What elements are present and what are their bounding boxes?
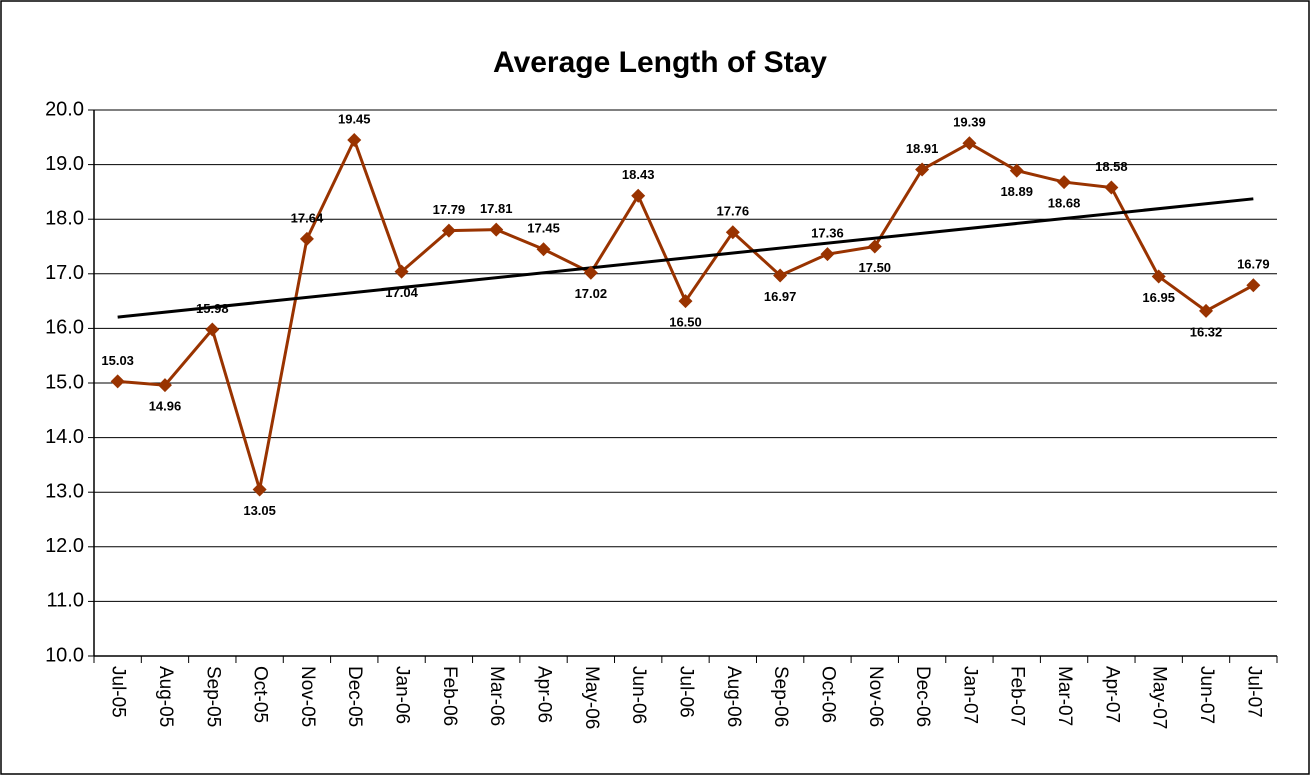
marker <box>252 482 267 497</box>
y-tick-label: 20.0 <box>45 98 84 120</box>
y-tick-label: 13.0 <box>45 480 84 502</box>
data-label: 13.05 <box>243 503 276 518</box>
data-label: 19.39 <box>953 115 986 130</box>
x-tick-label: Aug-06 <box>723 666 744 727</box>
data-label: 15.03 <box>101 353 134 368</box>
x-tick-label: Oct-05 <box>250 666 271 723</box>
marker <box>820 247 835 262</box>
marker <box>773 268 788 283</box>
marker <box>110 374 125 389</box>
chart-title: Average Length of Stay <box>493 46 827 79</box>
marker <box>1057 175 1072 190</box>
data-label: 17.04 <box>385 285 418 300</box>
data-label: 17.81 <box>480 201 513 216</box>
data-label: 15.98 <box>196 301 229 316</box>
marker <box>157 378 172 393</box>
y-tick-label: 11.0 <box>47 590 84 612</box>
marker <box>1009 163 1024 178</box>
marker <box>1104 180 1119 195</box>
x-tick-label: May-07 <box>1149 666 1170 729</box>
data-label: 14.96 <box>149 399 182 414</box>
y-tick-label: 18.0 <box>45 207 84 229</box>
data-label: 17.45 <box>527 221 560 236</box>
x-tick-label: Jul-07 <box>1243 666 1264 718</box>
x-tick-label: Sep-05 <box>202 666 223 727</box>
data-label: 17.76 <box>717 204 750 219</box>
y-tick-label: 16.0 <box>45 317 84 339</box>
x-tick-label: Jun-06 <box>628 666 649 724</box>
marker <box>205 322 220 337</box>
x-tick-label: Feb-06 <box>439 666 460 726</box>
data-label: 18.58 <box>1095 159 1128 174</box>
x-tick-label: Jan-07 <box>959 666 980 724</box>
marker <box>631 188 646 203</box>
data-label: 19.45 <box>338 111 371 126</box>
data-label: 16.97 <box>764 289 797 304</box>
marker <box>867 239 882 254</box>
x-tick-label: Aug-05 <box>155 666 176 727</box>
marker <box>1151 269 1166 284</box>
data-label: 16.79 <box>1237 257 1270 272</box>
x-tick-label: Sep-06 <box>770 666 791 727</box>
marker <box>299 231 314 246</box>
data-label: 16.50 <box>669 315 702 330</box>
marker <box>394 264 409 279</box>
marker <box>441 223 456 238</box>
marker <box>962 136 977 151</box>
marker <box>489 222 504 237</box>
x-tick-label: Nov-05 <box>297 666 318 727</box>
data-label: 18.43 <box>622 167 655 182</box>
x-tick-label: Jun-07 <box>1196 666 1217 724</box>
x-tick-label: May-06 <box>581 666 602 729</box>
marker <box>583 265 598 280</box>
marker <box>1246 278 1261 293</box>
data-label: 18.68 <box>1048 196 1081 211</box>
data-label: 18.91 <box>906 141 939 156</box>
marker <box>725 225 740 240</box>
y-tick-label: 17.0 <box>45 262 84 284</box>
marker <box>678 294 693 309</box>
x-tick-label: Dec-05 <box>344 666 365 727</box>
x-tick-label: Mar-07 <box>1054 666 1075 726</box>
data-label: 17.79 <box>433 202 466 217</box>
data-label: 17.50 <box>859 260 892 275</box>
y-tick-label: 15.0 <box>45 371 84 393</box>
x-tick-label: Apr-06 <box>534 666 555 723</box>
x-tick-label: Oct-06 <box>817 666 838 723</box>
x-tick-label: Nov-06 <box>865 666 886 727</box>
y-tick-label: 14.0 <box>45 426 84 448</box>
y-tick-label: 19.0 <box>45 153 84 175</box>
marker <box>915 162 930 177</box>
y-tick-label: 12.0 <box>45 535 84 557</box>
x-tick-label: Mar-06 <box>486 666 507 726</box>
x-tick-label: Apr-07 <box>1101 666 1122 723</box>
data-label: 17.36 <box>811 226 844 241</box>
trend-line <box>117 197 1254 319</box>
marker <box>347 133 362 148</box>
marker <box>1199 303 1214 318</box>
x-tick-label: Feb-07 <box>1007 666 1028 726</box>
data-label: 16.32 <box>1190 324 1223 339</box>
data-label: 18.89 <box>1000 184 1033 199</box>
data-label: 16.95 <box>1142 290 1175 305</box>
marker <box>536 242 551 257</box>
x-tick-label: Jul-05 <box>108 666 129 718</box>
data-label: 17.02 <box>575 286 608 301</box>
x-tick-label: Dec-06 <box>912 666 933 727</box>
y-tick-label: 10.0 <box>45 644 84 666</box>
x-tick-label: Jan-06 <box>392 666 413 724</box>
data-label: 17.64 <box>291 210 324 225</box>
x-tick-label: Jul-06 <box>675 666 696 718</box>
